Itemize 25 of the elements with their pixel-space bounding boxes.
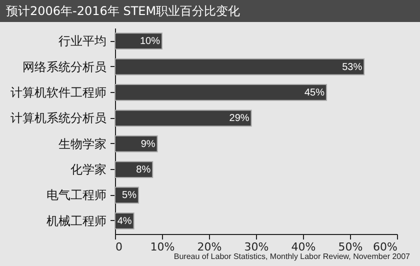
x-tick-label: 60% xyxy=(373,240,398,254)
x-tick-label: 20% xyxy=(197,240,222,254)
y-tick-label: 化学家 xyxy=(70,162,106,177)
y-tick-label: 计算机软件工程师 xyxy=(10,85,106,100)
data-label: 8% xyxy=(136,164,151,176)
x-tick-label: 50% xyxy=(338,240,363,254)
data-label: 4% xyxy=(117,216,132,227)
y-tick-label: 生物学家 xyxy=(58,136,106,151)
data-label: 53% xyxy=(342,62,362,73)
y-tick-label: 计算机系统分析员 xyxy=(10,111,106,126)
y-tick-label: 电气工程师 xyxy=(46,188,106,202)
data-label: 9% xyxy=(140,138,156,150)
text: Bureau of Labor Statistics, Monthly Labor Review, November 2007 xyxy=(174,252,410,261)
data-label: 45% xyxy=(304,87,325,98)
x-tick-label: 0 xyxy=(116,240,122,254)
data-label: 10% xyxy=(140,36,160,48)
data-label: 29% xyxy=(229,113,250,124)
data-label: 5% xyxy=(122,190,137,202)
x-tick-label: 10% xyxy=(150,240,175,254)
x-tick-label: 40% xyxy=(291,240,316,254)
x-tick-label: 30% xyxy=(244,240,269,254)
y-tick-label: 行业平均 xyxy=(58,34,106,48)
y-tick-label: 网络系统分析员 xyxy=(22,60,106,74)
y-tick-label: 机械工程师 xyxy=(46,214,106,228)
chart-title: 预计2006年-2016年 STEM职业百分比变化 xyxy=(0,0,420,22)
